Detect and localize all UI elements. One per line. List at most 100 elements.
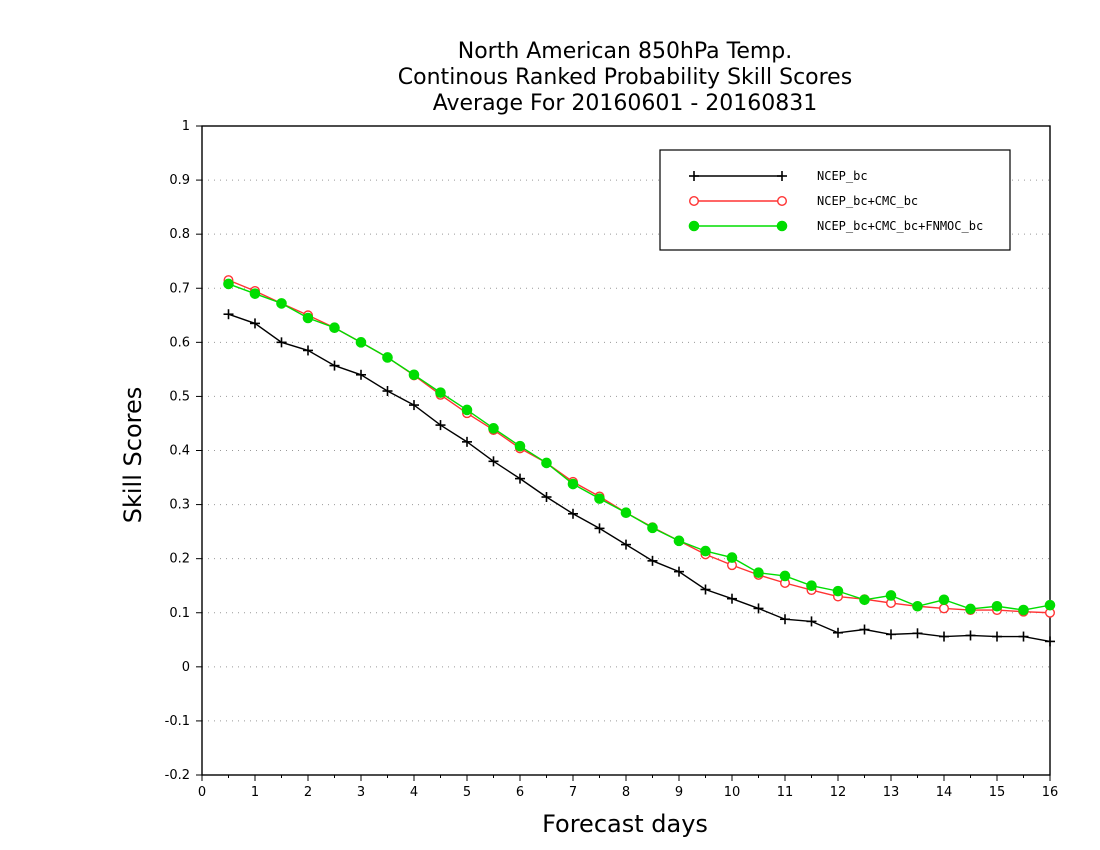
series-2: [223, 278, 1056, 616]
data-point: [541, 457, 552, 469]
data-point: [673, 535, 685, 547]
legend: NCEP_bc NCEP_bc+CMC_bc NCEP_bc+CMC_bc+FNMO…: [659, 149, 1011, 251]
data-point: [779, 570, 791, 582]
data-point: [541, 492, 552, 503]
legend-entry-1: NCEP_bc+CMC_bc: [689, 194, 918, 208]
data-point: [753, 567, 764, 579]
legend-marker: [688, 220, 700, 232]
x-tick-label: 0: [198, 785, 206, 800]
data-point: [249, 288, 261, 299]
chart-title-line-3: Average For 20160601 - 20160831: [433, 91, 818, 116]
series-0: [223, 309, 1055, 647]
y-tick-label: 0.9: [169, 173, 190, 188]
x-tick-label: 4: [410, 785, 418, 800]
data-point: [700, 545, 711, 557]
legend-entry-2: NCEP_bc+CMC_bc+FNMOC_bc: [688, 219, 983, 233]
data-point: [753, 603, 764, 614]
data-point: [965, 630, 976, 641]
data-point: [939, 603, 950, 614]
data-point: [594, 523, 605, 534]
data-point: [515, 473, 525, 484]
data-point: [1045, 636, 1055, 647]
y-axis-label: Skill Scores: [119, 387, 147, 524]
data-point: [806, 580, 817, 592]
data-point: [223, 278, 234, 290]
y-tick-label: 0.5: [169, 389, 190, 404]
data-point: [461, 404, 473, 416]
data-point: [303, 345, 313, 356]
x-axis-label: Forecast days: [542, 810, 708, 838]
data-point: [621, 539, 631, 550]
data-point: [355, 337, 367, 348]
data-point: [408, 369, 420, 381]
data-point: [991, 600, 1003, 612]
data-point: [938, 594, 950, 606]
x-tick-label: 12: [830, 785, 847, 800]
data-point: [250, 318, 260, 329]
legend-label: NCEP_bc+CMC_bc: [817, 194, 918, 208]
data-point: [567, 478, 579, 490]
data-point: [382, 352, 393, 363]
data-point: [462, 436, 472, 447]
y-tick-label: 0.2: [169, 552, 190, 567]
data-point: [727, 593, 737, 604]
series-line: [228, 279, 1051, 614]
y-tick-label: 0.1: [169, 606, 190, 621]
y-tick-label: -0.2: [165, 768, 190, 783]
data-point: [780, 614, 790, 625]
data-point: [939, 631, 949, 642]
x-tick-label: 9: [675, 785, 683, 800]
x-tick-label: 10: [724, 785, 741, 800]
data-point: [1018, 604, 1029, 616]
series-lines: [223, 275, 1056, 647]
data-point: [302, 312, 314, 324]
data-point: [912, 628, 923, 639]
data-point: [594, 493, 605, 504]
y-tick-label: 0.8: [169, 227, 190, 242]
x-tick-label: 5: [463, 785, 471, 800]
y-tick-label: 0.4: [169, 444, 190, 459]
x-tick-label: 7: [569, 785, 577, 800]
axes: [196, 125, 1051, 781]
data-point: [409, 400, 419, 411]
legend-label: NCEP_bc: [817, 169, 868, 183]
x-tick-label: 14: [936, 785, 953, 800]
data-point: [647, 555, 658, 566]
data-point: [859, 594, 870, 606]
x-tick-label: 8: [622, 785, 630, 800]
plot-frame: [201, 125, 1051, 776]
data-point: [885, 590, 897, 601]
tick-labels: -0.2-0.100.10.20.30.40.50.60.70.80.910 1 2…: [165, 119, 1059, 800]
legend-box: [659, 149, 1011, 251]
chart-title-line-2: Continous Ranked Probability Skill Score…: [398, 65, 852, 90]
legend-marker: [689, 171, 699, 181]
data-point: [223, 309, 234, 320]
legend-label: NCEP_bc+CMC_bc+FNMOC_bc: [817, 219, 983, 233]
data-point: [726, 552, 738, 563]
x-tick-label: 1: [251, 785, 259, 800]
data-point: [992, 631, 1002, 642]
data-point: [329, 360, 340, 371]
y-tick-label: 0: [182, 660, 190, 675]
data-point: [700, 584, 711, 595]
data-point: [674, 566, 684, 577]
x-tick-label: 15: [989, 785, 1006, 800]
data-point: [329, 322, 340, 334]
data-point: [647, 522, 658, 534]
x-tick-label: 13: [883, 785, 900, 800]
y-tick-label: -0.1: [165, 714, 190, 729]
x-tick-label: 11: [777, 785, 794, 800]
y-tick-label: 0.7: [169, 281, 190, 296]
data-point: [356, 369, 366, 380]
data-point: [806, 616, 817, 627]
data-point: [620, 507, 632, 518]
data-point: [886, 629, 896, 640]
x-tick-label: 16: [1042, 785, 1059, 800]
data-point: [488, 423, 499, 434]
data-point: [382, 386, 393, 397]
y-tick-label: 1: [182, 119, 190, 134]
legend-marker: [777, 171, 787, 181]
chart-title-line-1: North American 850hPa Temp.: [458, 39, 793, 64]
data-point: [833, 627, 843, 638]
